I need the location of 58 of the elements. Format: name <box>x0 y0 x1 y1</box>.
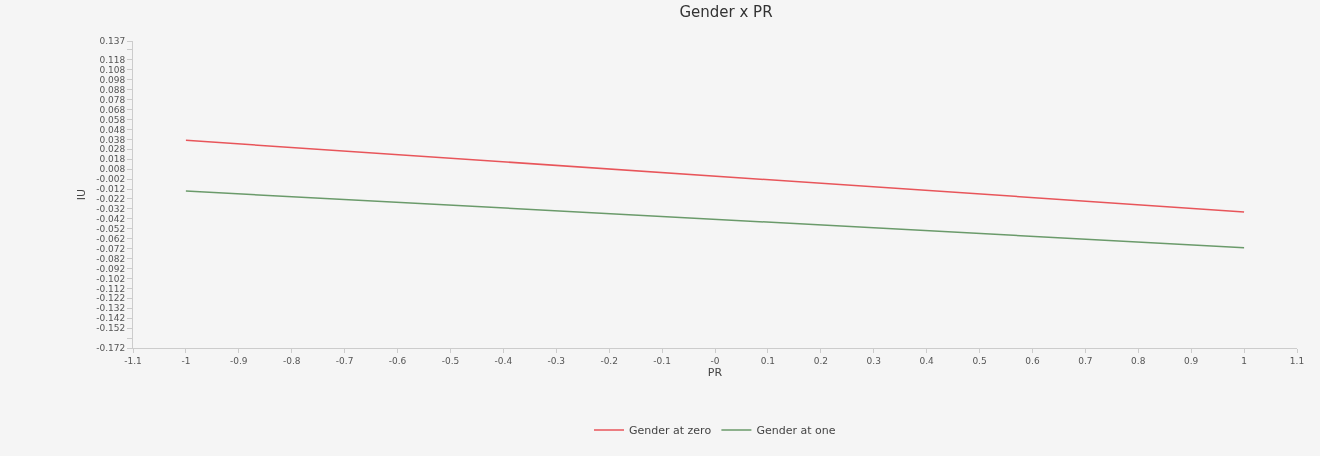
y-tick-label: -0.052 <box>96 223 126 234</box>
y-tick-label: -0.042 <box>96 213 126 224</box>
x-tick-label: -1.1 <box>124 355 142 366</box>
y-tick-label: -0.072 <box>96 243 126 254</box>
x-tick-label: -0.6 <box>388 355 407 366</box>
x-tick-label: 0.4 <box>919 355 935 366</box>
y-tick-label: 0.008 <box>99 164 126 175</box>
y-tick-label: 0.098 <box>99 74 126 85</box>
y-tick-label: -0.022 <box>96 194 126 205</box>
y-tick-label: -0.112 <box>96 283 126 294</box>
legend-label: Gender at zero <box>629 424 712 438</box>
x-tick-label: 0.5 <box>972 355 987 366</box>
x-axis-title: PR <box>707 365 723 379</box>
x-tick-label: -1 <box>181 355 191 366</box>
y-tick-label: 0.048 <box>99 124 126 135</box>
x-tick-label: -0.3 <box>547 355 566 366</box>
y-tick-label: 0.118 <box>99 55 126 66</box>
chart-title: Gender x PR <box>679 3 773 22</box>
x-tick-label: -0.7 <box>335 355 354 366</box>
y-tick-label: -0.122 <box>96 293 126 304</box>
x-tick-label: 0.6 <box>1025 355 1040 366</box>
y-tick-label: 0.058 <box>99 114 126 125</box>
y-tick-label: -0.082 <box>96 253 126 264</box>
y-tick-label: -0.012 <box>96 184 126 195</box>
y-tick-label: -0.062 <box>96 233 126 244</box>
y-tick-label: -0.172 <box>96 343 126 354</box>
x-tick-label: -0.4 <box>494 355 513 366</box>
y-tick-label: 0.088 <box>99 84 126 95</box>
y-tick-label: -0.002 <box>96 174 126 185</box>
x-tick-label: 0.1 <box>760 355 776 366</box>
legend-label: Gender at one <box>756 424 836 438</box>
x-tick-label: -0 <box>710 355 720 366</box>
y-tick-label: -0.132 <box>96 303 126 314</box>
y-tick-label: -0.152 <box>96 323 126 334</box>
x-tick-label: 0.2 <box>813 355 828 366</box>
x-tick-label: -0.5 <box>441 355 460 366</box>
x-tick-label: 0.3 <box>866 355 881 366</box>
y-tick-label: -0.102 <box>96 273 126 284</box>
x-tick-label: 0.8 <box>1131 355 1146 366</box>
y-tick-label: 0.038 <box>99 134 126 145</box>
y-axis-title: IU <box>74 188 88 201</box>
x-tick-label: 1 <box>1241 355 1247 366</box>
x-tick-label: 0.7 <box>1078 355 1093 366</box>
x-tick-label: -0.1 <box>653 355 671 366</box>
y-tick-label: -0.142 <box>96 313 126 324</box>
x-tick-label: 0.9 <box>1184 355 1199 366</box>
x-tick-label: 1.1 <box>1289 355 1305 366</box>
y-tick-label: -0.032 <box>96 204 126 215</box>
y-tick-label: 0.108 <box>99 64 126 75</box>
y-tick-label: 0.018 <box>99 154 126 165</box>
y-tick-label: 0.028 <box>99 144 126 155</box>
x-tick-label: -0.2 <box>600 355 618 366</box>
y-tick-label: 0.068 <box>99 104 126 115</box>
y-tick-label: 0.137 <box>99 36 126 47</box>
x-tick-label: -0.8 <box>282 355 301 366</box>
x-tick-label: -0.9 <box>230 355 248 366</box>
y-tick-label: -0.092 <box>96 263 126 274</box>
y-tick-label: 0.078 <box>99 94 126 105</box>
